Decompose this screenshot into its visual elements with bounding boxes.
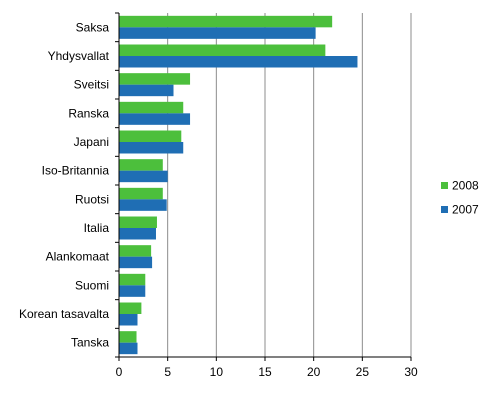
bar-2008-saksa: [119, 15, 333, 28]
bar-2007-ranska: [119, 113, 191, 125]
bar-2008-italia: [119, 216, 157, 228]
category-label: Sveitsi: [74, 78, 109, 92]
legend-label-2008: 2008: [452, 179, 479, 193]
bar-2007-korean-tasavalta: [119, 314, 138, 326]
bar-2007-ruotsi: [119, 199, 167, 211]
bar-2007-suomi: [119, 285, 146, 297]
bar-2008-suomi: [119, 273, 146, 286]
bar-2007-yhdysvallat: [119, 56, 358, 68]
bar-2007-iso-britannia: [119, 170, 168, 183]
category-label: Suomi: [75, 278, 109, 292]
bar-2008-ruotsi: [119, 187, 163, 200]
category-label: Tanska: [71, 336, 109, 350]
category-label: Alankomaat: [46, 250, 110, 264]
bar-2008-sveitsi: [119, 73, 191, 85]
category-label: Ruotsi: [75, 192, 109, 206]
x-tick-label: 20: [307, 365, 321, 379]
category-label: Korean tasavalta: [19, 307, 109, 321]
category-label: Yhdysvallat: [48, 49, 110, 63]
bar-2008-japani: [119, 130, 182, 142]
gridlines: [167, 13, 412, 357]
x-tick-label: 15: [258, 365, 272, 379]
bar-2008-yhdysvallat: [119, 44, 326, 56]
bar-2007-saksa: [119, 27, 316, 39]
bar-2008-tanska: [119, 331, 137, 343]
category-label: Iso-Britannia: [42, 164, 110, 178]
bar-2007-italia: [119, 228, 156, 240]
category-label: Ranska: [68, 106, 109, 120]
x-tick-label: 5: [164, 365, 171, 379]
category-label: Saksa: [76, 20, 110, 34]
bar-2007-japani: [119, 142, 184, 154]
bar-2008-alankomaat: [119, 245, 152, 257]
legend-swatch-2008: [441, 182, 448, 189]
bars: [119, 15, 358, 355]
bar-2007-sveitsi: [119, 84, 174, 97]
x-tick-label: 30: [404, 365, 418, 379]
x-tick-label: 25: [356, 365, 370, 379]
category-label: Japani: [74, 135, 109, 149]
bar-2008-ranska: [119, 101, 184, 114]
legend: 2008 2007: [441, 179, 479, 217]
bar-2008-iso-britannia: [119, 159, 163, 171]
bar-2008-korean-tasavalta: [119, 302, 142, 314]
x-tick-label: 0: [116, 365, 123, 379]
x-tick-label: 10: [210, 365, 224, 379]
category-label: Italia: [84, 221, 110, 235]
category-labels: Saksa Yhdysvallat Sveitsi Ranska Japani Iso-B…: [19, 20, 110, 349]
bar-2007-tanska: [119, 342, 138, 355]
axes: 0 5 10 15 20 25 30: [115, 12, 418, 379]
legend-swatch-2007: [441, 206, 448, 213]
legend-label-2007: 2007: [452, 203, 479, 217]
bar-2007-alankomaat: [119, 256, 153, 269]
